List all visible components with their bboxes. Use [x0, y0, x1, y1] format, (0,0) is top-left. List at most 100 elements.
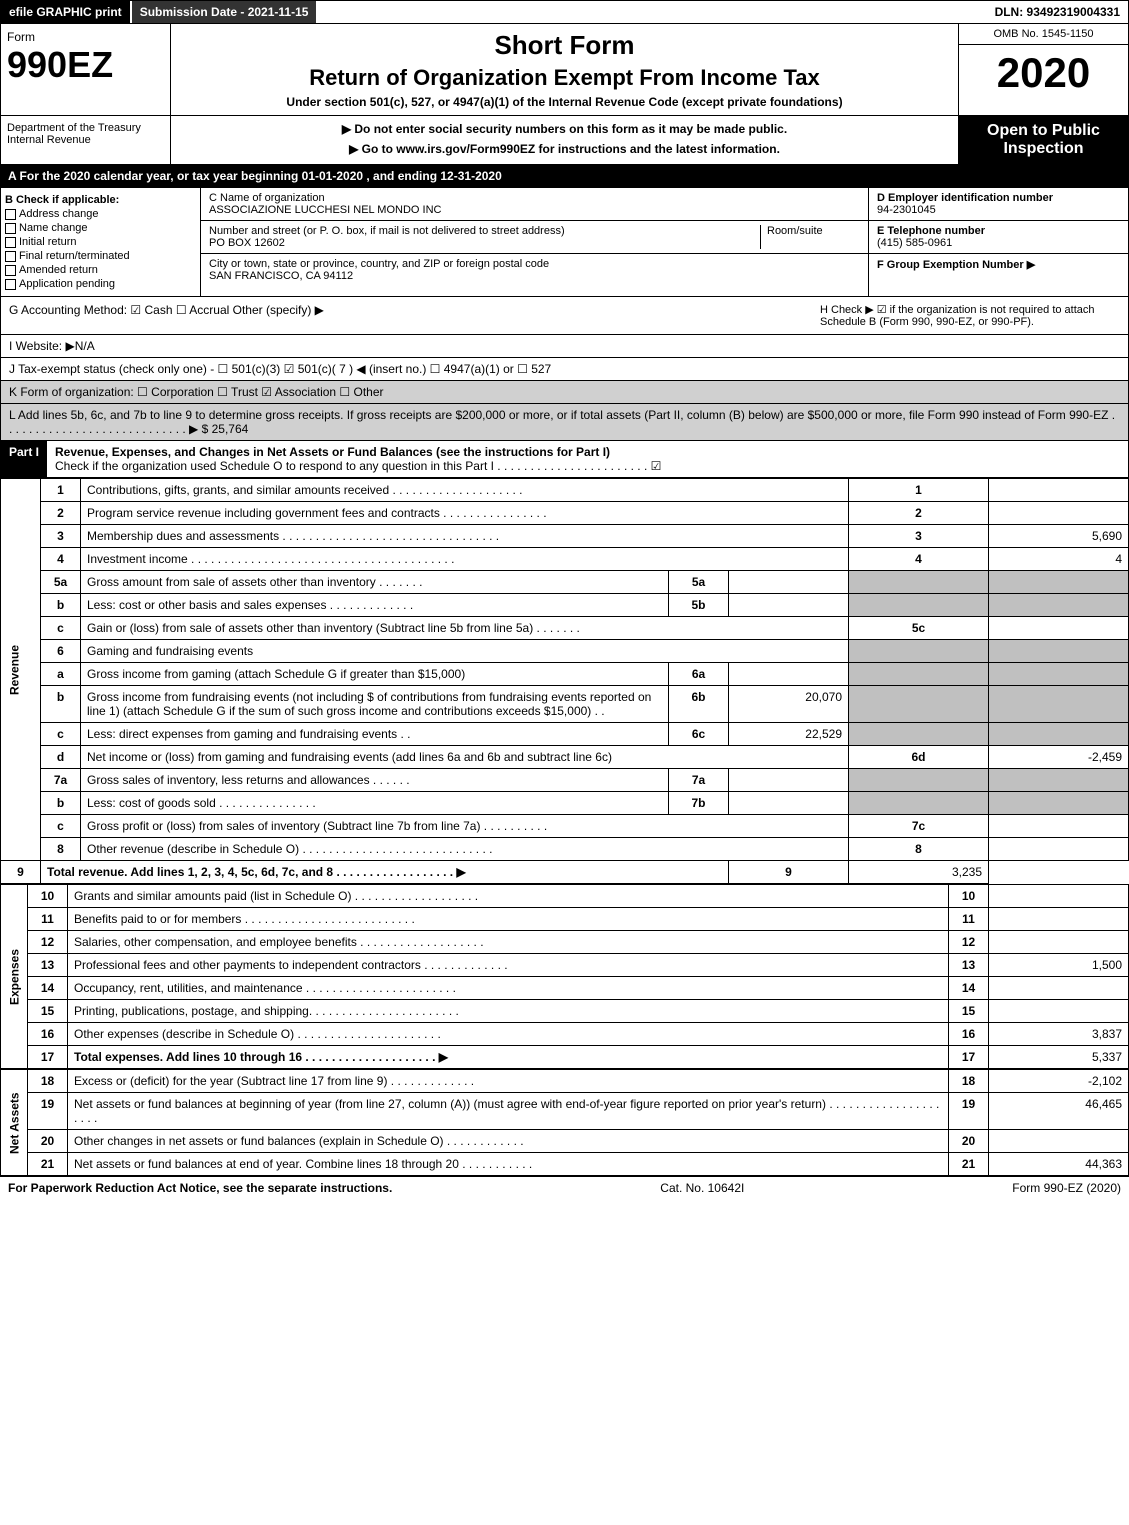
- checkbox-initial-return[interactable]: [5, 237, 16, 248]
- line-value-shaded: [989, 769, 1129, 792]
- expenses-table: Expenses 10Grants and similar amounts pa…: [0, 884, 1129, 1069]
- ein-label: D Employer identification number: [877, 192, 1120, 204]
- line-value-shaded: [989, 571, 1129, 594]
- tel-value: (415) 585-0961: [877, 237, 1120, 249]
- open-public-badge: Open to Public Inspection: [959, 116, 1128, 164]
- checkbox-name-change[interactable]: [5, 223, 16, 234]
- efile-print-button[interactable]: efile GRAPHIC print: [1, 1, 130, 23]
- checkbox-application-pending[interactable]: [5, 279, 16, 290]
- line-desc: Gaming and fundraising events: [81, 640, 849, 663]
- line-ref: 9: [729, 861, 849, 884]
- sub-line-value: [729, 792, 849, 815]
- line-ref: 15: [949, 1000, 989, 1023]
- line-desc: Program service revenue including govern…: [81, 502, 849, 525]
- line-ref-shaded: [849, 594, 989, 617]
- table-row: dNet income or (loss) from gaming and fu…: [1, 746, 1129, 769]
- line-number: 12: [28, 931, 68, 954]
- line-ref: 8: [849, 838, 989, 861]
- line-ref: 19: [949, 1093, 989, 1130]
- no-ssn-warning: ▶ Do not enter social security numbers o…: [177, 122, 952, 136]
- checkbox-final-return[interactable]: [5, 251, 16, 262]
- line-value-shaded: [989, 723, 1129, 746]
- checkbox-address-change[interactable]: [5, 209, 16, 220]
- line-number: 11: [28, 908, 68, 931]
- table-row: cGain or (loss) from sale of assets othe…: [1, 617, 1129, 640]
- check-applicable-col: B Check if applicable: Address change Na…: [1, 188, 201, 296]
- gross-receipts-row: L Add lines 5b, 6c, and 7b to line 9 to …: [0, 404, 1129, 441]
- line-ref-shaded: [849, 571, 989, 594]
- line-number: 13: [28, 954, 68, 977]
- part-1-header: Part I Revenue, Expenses, and Changes in…: [0, 441, 1129, 478]
- netassets-table: Net Assets 18Excess or (deficit) for the…: [0, 1069, 1129, 1176]
- line-number: 20: [28, 1130, 68, 1153]
- line-ref: 3: [849, 525, 989, 548]
- line-value: [989, 838, 1129, 861]
- sub-line-number: 7a: [669, 769, 729, 792]
- line-value: [989, 815, 1129, 838]
- line-number: b: [41, 686, 81, 723]
- line-desc: Net assets or fund balances at beginning…: [68, 1093, 949, 1130]
- line-desc: Other revenue (describe in Schedule O) .…: [81, 838, 849, 861]
- line-number: c: [41, 815, 81, 838]
- line-desc: Gross profit or (loss) from sales of inv…: [81, 815, 849, 838]
- table-row: cGross profit or (loss) from sales of in…: [1, 815, 1129, 838]
- sub-line-value: [729, 571, 849, 594]
- line-value: 1,500: [989, 954, 1129, 977]
- line-desc: Gross income from gaming (attach Schedul…: [81, 663, 669, 686]
- sub-line-value: 20,070: [729, 686, 849, 723]
- table-row: 12Salaries, other compensation, and empl…: [1, 931, 1129, 954]
- part-1-check: Check if the organization used Schedule …: [55, 459, 661, 473]
- line-ref-shaded: [849, 723, 989, 746]
- sub-line-number: 6c: [669, 723, 729, 746]
- line-value: 5,690: [989, 525, 1129, 548]
- line-desc: Other changes in net assets or fund bala…: [68, 1130, 949, 1153]
- line-number: b: [41, 594, 81, 617]
- short-form-title: Short Form: [177, 30, 952, 61]
- form-word: Form: [7, 30, 164, 44]
- revenue-table: Revenue 1Contributions, gifts, grants, a…: [0, 478, 1129, 884]
- accounting-method: G Accounting Method: ☑ Cash ☐ Accrual Ot…: [9, 303, 820, 328]
- revenue-side-label: Revenue: [1, 479, 41, 861]
- line-number: 1: [41, 479, 81, 502]
- sub-line-number: 6b: [669, 686, 729, 723]
- line-ref: 12: [949, 931, 989, 954]
- calendar-year-row: A For the 2020 calendar year, or tax yea…: [0, 165, 1129, 187]
- line-value-shaded: [989, 792, 1129, 815]
- line-desc: Total revenue. Add lines 1, 2, 3, 4, 5c,…: [41, 861, 729, 884]
- website-line: I Website: ▶N/A: [9, 339, 95, 353]
- line-desc: Contributions, gifts, grants, and simila…: [81, 479, 849, 502]
- footer-left: For Paperwork Reduction Act Notice, see …: [8, 1181, 392, 1195]
- line-number: b: [41, 792, 81, 815]
- form-of-org-row: K Form of organization: ☐ Corporation ☐ …: [0, 381, 1129, 404]
- netassets-side-label: Net Assets: [1, 1070, 28, 1176]
- goto-link[interactable]: ▶ Go to www.irs.gov/Form990EZ for instru…: [349, 142, 780, 156]
- line-desc: Excess or (deficit) for the year (Subtra…: [68, 1070, 949, 1093]
- table-row: 17Total expenses. Add lines 10 through 1…: [1, 1046, 1129, 1069]
- line-ref: 2: [849, 502, 989, 525]
- line-desc: Less: direct expenses from gaming and fu…: [81, 723, 669, 746]
- line-ref: 11: [949, 908, 989, 931]
- dept-row: Department of the Treasury Internal Reve…: [0, 116, 1129, 165]
- table-row: 14Occupancy, rent, utilities, and mainte…: [1, 977, 1129, 1000]
- line-desc: Gross income from fundraising events (no…: [81, 686, 669, 723]
- line-desc: Professional fees and other payments to …: [68, 954, 949, 977]
- omb-number: OMB No. 1545-1150: [959, 24, 1128, 45]
- checkbox-amended-return[interactable]: [5, 265, 16, 276]
- table-row: 18Excess or (deficit) for the year (Subt…: [1, 1070, 1129, 1093]
- line-ref: 10: [949, 885, 989, 908]
- group-exemption-label: F Group Exemption Number ▶: [877, 258, 1120, 271]
- line-ref: 7c: [849, 815, 989, 838]
- line-value: 4: [989, 548, 1129, 571]
- line-desc: Less: cost of goods sold . . . . . . . .…: [81, 792, 669, 815]
- footer-cat-no: Cat. No. 10642I: [392, 1181, 1012, 1195]
- org-info-block: B Check if applicable: Address change Na…: [0, 187, 1129, 297]
- line-value: [989, 502, 1129, 525]
- tax-year: 2020: [959, 45, 1128, 101]
- submission-date-button[interactable]: Submission Date - 2021-11-15: [130, 1, 317, 23]
- city-value: SAN FRANCISCO, CA 94112: [209, 270, 860, 282]
- subtitle: Under section 501(c), 527, or 4947(a)(1)…: [177, 95, 952, 109]
- line-value: [989, 1130, 1129, 1153]
- table-row: 16Other expenses (describe in Schedule O…: [1, 1023, 1129, 1046]
- line-number: 4: [41, 548, 81, 571]
- addr-value: PO BOX 12602: [209, 237, 760, 249]
